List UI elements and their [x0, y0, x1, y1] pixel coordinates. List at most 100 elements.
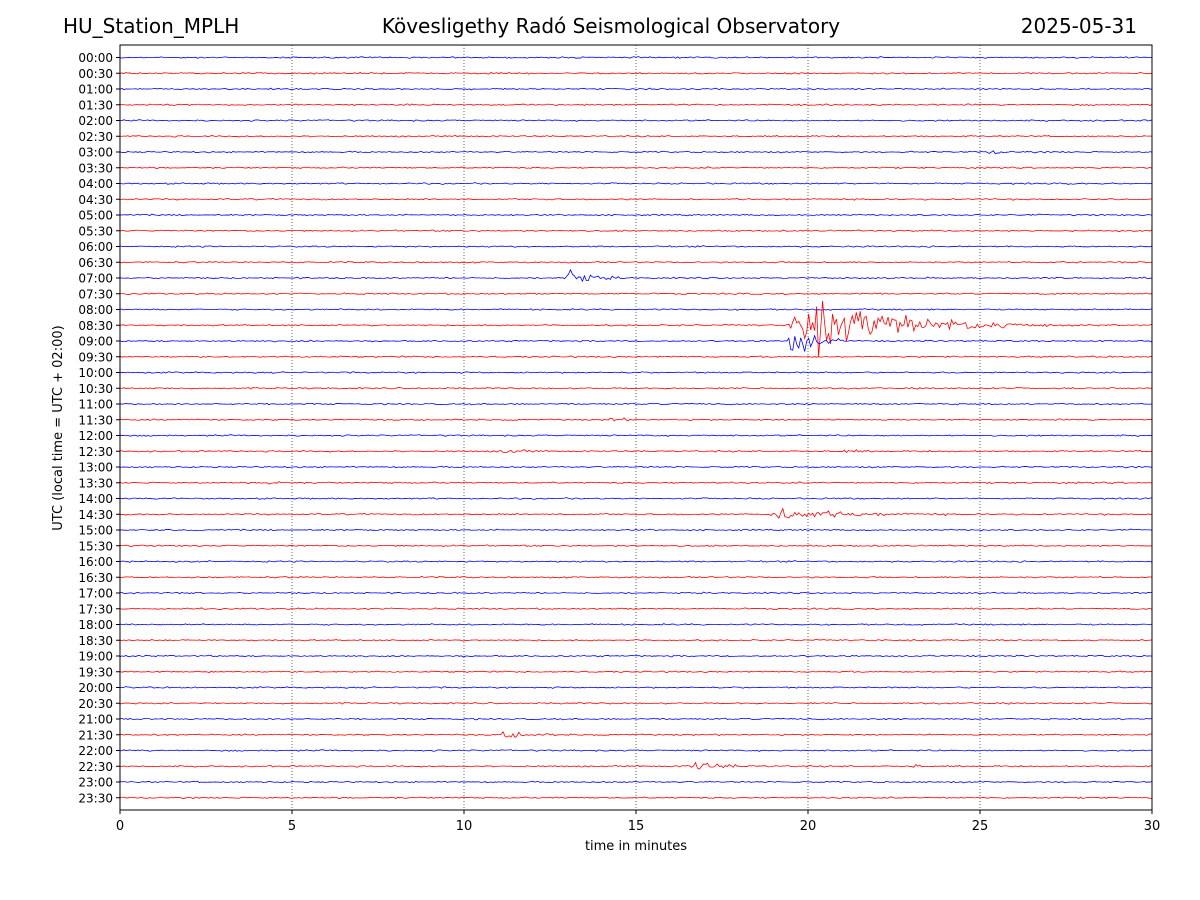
trace-1930	[119, 670, 1153, 674]
trace-1030	[119, 386, 1153, 390]
y-tick-label: 10:00	[78, 366, 113, 380]
trace-1800	[119, 623, 1153, 626]
y-tick-label: 06:30	[78, 256, 113, 270]
trace-0500	[119, 213, 1153, 217]
y-tick-label: 08:00	[78, 303, 113, 317]
trace-1330	[119, 481, 1153, 485]
trace-2200	[119, 749, 1153, 752]
y-tick-label: 13:30	[78, 476, 113, 490]
y-tick-label: 08:30	[78, 319, 113, 333]
trace-1600	[119, 560, 1153, 563]
trace-0530	[119, 229, 1153, 233]
trace-2000	[119, 686, 1153, 689]
x-tick-label: 5	[288, 819, 296, 834]
trace-0300	[119, 150, 1153, 154]
y-tick-label: 21:30	[78, 728, 113, 742]
y-tick-label: 03:00	[78, 146, 113, 160]
y-tick-label: 20:00	[78, 681, 113, 695]
y-tick-label: 15:30	[78, 539, 113, 553]
trace-0930	[119, 355, 1153, 359]
trace-2230	[119, 761, 1152, 770]
y-tick-label: 17:30	[78, 602, 113, 616]
trace-1230	[119, 449, 1153, 454]
trace-2130	[119, 731, 1153, 738]
trace-1430	[119, 507, 1153, 519]
y-tick-label: 13:00	[78, 461, 113, 475]
x-axis: 0 5 10 15 20 25 30	[116, 810, 1160, 834]
y-tick-label: 07:00	[78, 272, 113, 286]
y-tick-label: 15:00	[78, 524, 113, 538]
y-tick-label: 19:30	[78, 665, 113, 679]
y-tick-label: 07:30	[78, 287, 113, 301]
trace-0700	[119, 268, 1153, 283]
y-tick-label: 09:30	[78, 350, 113, 364]
trace-1830	[119, 638, 1153, 642]
trace-0400	[119, 182, 1153, 185]
y-tick-label: 02:00	[78, 114, 113, 128]
y-tick-label: 22:30	[78, 760, 113, 774]
y-tick-label: 11:00	[78, 398, 113, 412]
trace-1300	[119, 465, 1153, 469]
x-tick-label: 15	[628, 819, 645, 834]
x-tick-label: 0	[116, 819, 124, 834]
y-tick-label: 04:00	[78, 177, 113, 191]
trace-0230	[119, 134, 1153, 138]
trace-0800	[119, 308, 1153, 311]
y-tick-label: 01:30	[78, 98, 113, 112]
y-tick-label: 16:00	[78, 555, 113, 569]
y-tick-label: 05:00	[78, 209, 113, 223]
trace-1500	[119, 528, 1153, 532]
y-tick-label: 22:00	[78, 744, 113, 758]
trace-0830	[119, 300, 1153, 357]
x-tick-label: 30	[1144, 819, 1161, 834]
trace-2100	[119, 717, 1153, 721]
trace-1700	[119, 591, 1153, 595]
y-tick-label: 06:00	[78, 240, 113, 254]
trace-1530	[119, 544, 1153, 548]
y-tick-label: 16:30	[78, 571, 113, 585]
y-tick-label: 18:30	[78, 634, 113, 648]
observatory-title: Kövesligethy Radó Seismological Observat…	[381, 14, 841, 38]
trace-0630	[119, 260, 1153, 264]
trace-1400	[119, 497, 1153, 500]
seismogram-traces	[119, 56, 1153, 800]
trace-0030	[119, 71, 1153, 75]
trace-0000	[119, 56, 1153, 59]
trace-0330	[119, 166, 1153, 170]
y-tick-label: 09:00	[78, 335, 113, 349]
y-tick-label: 20:30	[78, 697, 113, 711]
trace-0430	[119, 197, 1153, 201]
y-tick-label: 10:30	[78, 382, 113, 396]
x-tick-label: 25	[972, 819, 989, 834]
trace-1100	[119, 402, 1153, 406]
y-tick-label: 00:30	[78, 67, 113, 81]
trace-1730	[119, 607, 1153, 611]
x-tick-label: 10	[456, 819, 473, 834]
y-tick-label: 23:30	[78, 791, 113, 805]
trace-1130	[119, 417, 1153, 422]
grid-lines	[291, 45, 981, 810]
y-tick-label: 01:00	[78, 83, 113, 97]
y-tick-label: 05:30	[78, 224, 113, 238]
y-axis-label: UTC (local time = UTC + 02:00)	[51, 325, 66, 530]
trace-0130	[119, 103, 1153, 107]
trace-0600	[119, 245, 1153, 248]
trace-2300	[119, 780, 1153, 784]
trace-1900	[119, 654, 1153, 658]
y-tick-label: 14:00	[78, 492, 113, 506]
y-tick-label: 18:00	[78, 618, 113, 632]
y-tick-label: 03:30	[78, 161, 113, 175]
y-tick-label: 12:30	[78, 445, 113, 459]
y-tick-label: 19:00	[78, 650, 113, 664]
trace-0100	[119, 87, 1153, 91]
y-tick-label: 14:30	[78, 508, 113, 522]
x-axis-label: time in minutes	[585, 839, 687, 854]
y-tick-label: 21:00	[78, 713, 113, 727]
station-name: HU_Station_MPLH	[63, 14, 240, 38]
y-tick-label: 04:30	[78, 193, 113, 207]
date-label: 2025-05-31	[1020, 14, 1137, 38]
y-tick-label: 23:00	[78, 776, 113, 790]
y-tick-label: 11:30	[78, 413, 113, 427]
trace-1200	[119, 434, 1153, 437]
